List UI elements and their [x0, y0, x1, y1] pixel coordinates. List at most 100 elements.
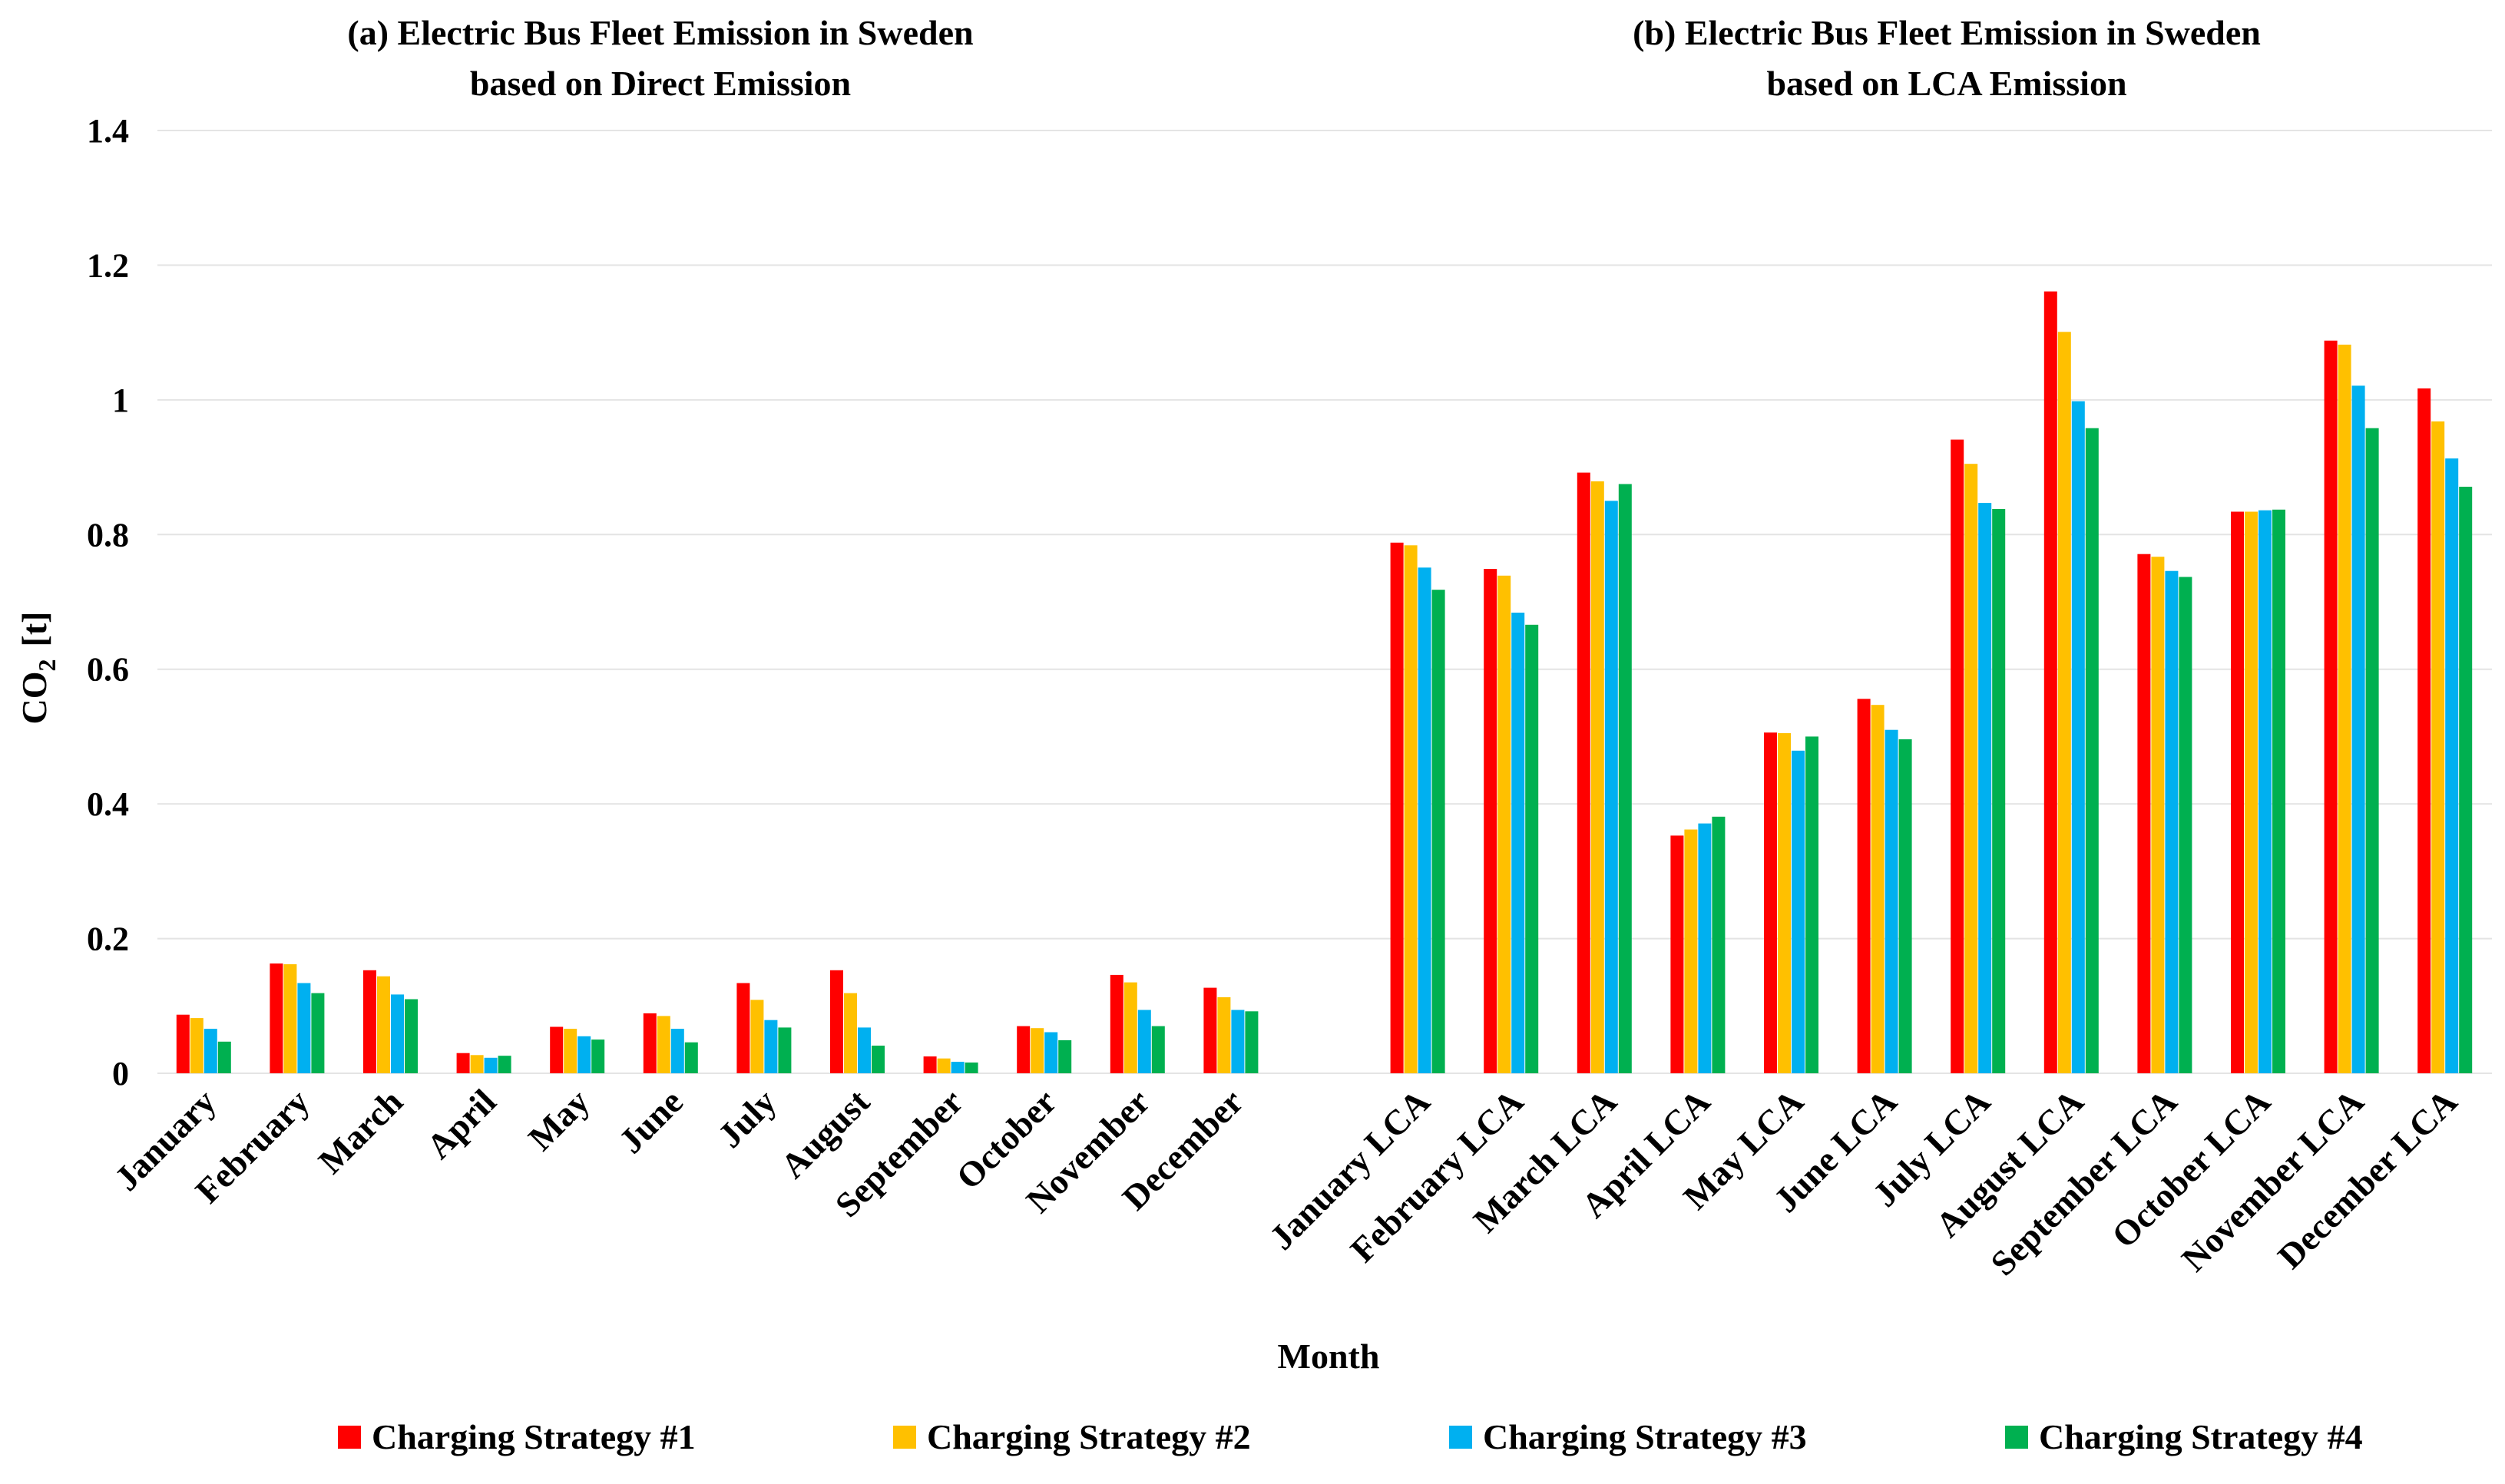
bar-strategy-1[interactable] — [1670, 835, 1684, 1073]
bar-strategy-4[interactable] — [591, 1039, 605, 1073]
bar-strategy-1[interactable] — [2417, 388, 2431, 1073]
bar-strategy-2[interactable] — [1778, 733, 1791, 1073]
bar-strategy-2[interactable] — [564, 1029, 577, 1073]
bar-strategy-3[interactable] — [204, 1029, 217, 1073]
bar-strategy-2[interactable] — [1217, 996, 1231, 1073]
bar-strategy-1[interactable] — [550, 1026, 564, 1074]
bar-strategy-2[interactable] — [937, 1058, 951, 1073]
bar-strategy-3[interactable] — [484, 1057, 498, 1073]
bar-strategy-4[interactable] — [1245, 1011, 1259, 1073]
bar-strategy-3[interactable] — [2071, 401, 2085, 1073]
bar-strategy-1[interactable] — [456, 1053, 470, 1073]
bar-strategy-4[interactable] — [1805, 736, 1818, 1073]
bar-strategy-4[interactable] — [1618, 484, 1632, 1074]
bar-strategy-1[interactable] — [1764, 732, 1777, 1073]
bar-strategy-3[interactable] — [2445, 458, 2459, 1073]
bar-strategy-2[interactable] — [1684, 829, 1698, 1074]
bar-strategy-1[interactable] — [1390, 542, 1404, 1073]
bar-strategy-2[interactable] — [2338, 344, 2351, 1073]
bar-strategy-4[interactable] — [2459, 487, 2473, 1073]
bar-strategy-1[interactable] — [2231, 511, 2244, 1074]
bar-strategy-3[interactable] — [297, 983, 311, 1074]
bar-strategy-1[interactable] — [270, 963, 283, 1073]
bar-strategy-1[interactable] — [1203, 987, 1217, 1073]
bar-strategy-4[interactable] — [217, 1041, 231, 1073]
bar-strategy-2[interactable] — [1404, 545, 1418, 1073]
bar-strategy-2[interactable] — [377, 976, 390, 1073]
bar-strategy-3[interactable] — [951, 1062, 965, 1073]
bar-strategy-3[interactable] — [1231, 1010, 1245, 1074]
bar-strategy-2[interactable] — [1123, 982, 1137, 1073]
bar-strategy-2[interactable] — [844, 993, 857, 1073]
bar-strategy-4[interactable] — [1992, 509, 2006, 1073]
bar-strategy-3[interactable] — [858, 1027, 871, 1073]
bar-strategy-3[interactable] — [1044, 1032, 1058, 1074]
bar-strategy-2[interactable] — [1871, 705, 1885, 1073]
bar-strategy-4[interactable] — [1431, 590, 1445, 1073]
bar-strategy-1[interactable] — [176, 1014, 190, 1073]
bar-strategy-4[interactable] — [2272, 509, 2285, 1073]
bar-strategy-3[interactable] — [670, 1029, 684, 1073]
legend-item-strategy-2[interactable]: Charging Strategy #2 — [893, 1416, 1251, 1457]
bar-strategy-2[interactable] — [2151, 557, 2165, 1073]
bar-strategy-4[interactable] — [778, 1027, 792, 1073]
bar-strategy-4[interactable] — [1058, 1040, 1072, 1073]
legend-item-strategy-1[interactable]: Charging Strategy #1 — [338, 1416, 696, 1457]
bar-strategy-2[interactable] — [1964, 464, 1978, 1073]
bar-strategy-1[interactable] — [830, 970, 843, 1073]
bar-strategy-2[interactable] — [657, 1016, 670, 1073]
bar-strategy-3[interactable] — [1978, 503, 1992, 1073]
bar-strategy-4[interactable] — [405, 999, 418, 1074]
bar-strategy-3[interactable] — [1137, 1010, 1151, 1074]
legend-item-strategy-3[interactable]: Charging Strategy #3 — [1449, 1416, 1807, 1457]
bar-strategy-2[interactable] — [2245, 511, 2258, 1074]
bar-strategy-4[interactable] — [311, 993, 325, 1073]
bar-strategy-3[interactable] — [577, 1036, 591, 1073]
bar-strategy-2[interactable] — [283, 963, 297, 1073]
bar-strategy-3[interactable] — [1511, 613, 1525, 1073]
bar-strategy-2[interactable] — [750, 1000, 764, 1073]
bar-strategy-1[interactable] — [1484, 569, 1497, 1073]
bar-strategy-1[interactable] — [736, 983, 750, 1074]
bar-strategy-1[interactable] — [1857, 699, 1871, 1073]
bar-strategy-4[interactable] — [1712, 816, 1726, 1073]
bar-strategy-4[interactable] — [2085, 428, 2099, 1073]
bar-strategy-3[interactable] — [1604, 501, 1618, 1073]
bar-strategy-1[interactable] — [1017, 1026, 1031, 1073]
bar-strategy-3[interactable] — [1418, 567, 1431, 1073]
bar-strategy-3[interactable] — [2165, 570, 2179, 1073]
bar-strategy-1[interactable] — [2324, 340, 2338, 1073]
bar-strategy-1[interactable] — [363, 970, 376, 1073]
legend-item-strategy-4[interactable]: Charging Strategy #4 — [2005, 1416, 2363, 1457]
bar-strategy-1[interactable] — [923, 1056, 937, 1073]
bar-strategy-1[interactable] — [643, 1013, 657, 1073]
bar-strategy-4[interactable] — [1525, 624, 1539, 1073]
bar-strategy-1[interactable] — [2137, 554, 2151, 1073]
bar-strategy-3[interactable] — [764, 1020, 778, 1073]
bar-strategy-3[interactable] — [391, 994, 404, 1073]
bar-strategy-3[interactable] — [2351, 385, 2365, 1073]
bar-strategy-4[interactable] — [498, 1056, 511, 1073]
bar-strategy-2[interactable] — [190, 1018, 204, 1073]
bar-strategy-4[interactable] — [684, 1042, 698, 1073]
bar-strategy-1[interactable] — [2043, 291, 2057, 1074]
bar-strategy-2[interactable] — [2057, 332, 2071, 1073]
bar-strategy-2[interactable] — [470, 1055, 484, 1073]
bar-strategy-4[interactable] — [965, 1063, 978, 1073]
bar-strategy-3[interactable] — [1698, 823, 1712, 1073]
bar-strategy-3[interactable] — [2258, 510, 2272, 1073]
bar-strategy-1[interactable] — [1110, 974, 1123, 1073]
bar-strategy-4[interactable] — [1151, 1026, 1165, 1073]
bar-strategy-4[interactable] — [2179, 577, 2192, 1074]
bar-strategy-4[interactable] — [872, 1046, 885, 1073]
bar-strategy-4[interactable] — [1898, 739, 1912, 1073]
bar-strategy-2[interactable] — [2431, 421, 2445, 1073]
bar-strategy-2[interactable] — [1497, 575, 1511, 1073]
bar-strategy-2[interactable] — [1031, 1028, 1044, 1073]
bar-strategy-3[interactable] — [1792, 750, 1805, 1073]
bar-strategy-3[interactable] — [1885, 729, 1898, 1073]
bar-strategy-1[interactable] — [1577, 472, 1590, 1073]
bar-strategy-1[interactable] — [1951, 439, 1964, 1073]
bar-strategy-2[interactable] — [1590, 481, 1604, 1073]
bar-strategy-4[interactable] — [2365, 428, 2379, 1073]
